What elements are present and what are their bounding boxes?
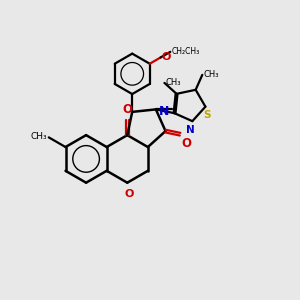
Text: N: N <box>159 105 169 118</box>
Text: N: N <box>187 125 195 135</box>
Text: O: O <box>122 103 132 116</box>
Text: S: S <box>203 110 211 120</box>
Text: CH₂CH₃: CH₂CH₃ <box>172 47 200 56</box>
Text: O: O <box>182 137 192 150</box>
Text: CH₃: CH₃ <box>30 132 47 141</box>
Text: O: O <box>125 189 134 199</box>
Text: O: O <box>162 52 171 62</box>
Text: CH₃: CH₃ <box>166 78 182 87</box>
Text: CH₃: CH₃ <box>204 70 219 80</box>
